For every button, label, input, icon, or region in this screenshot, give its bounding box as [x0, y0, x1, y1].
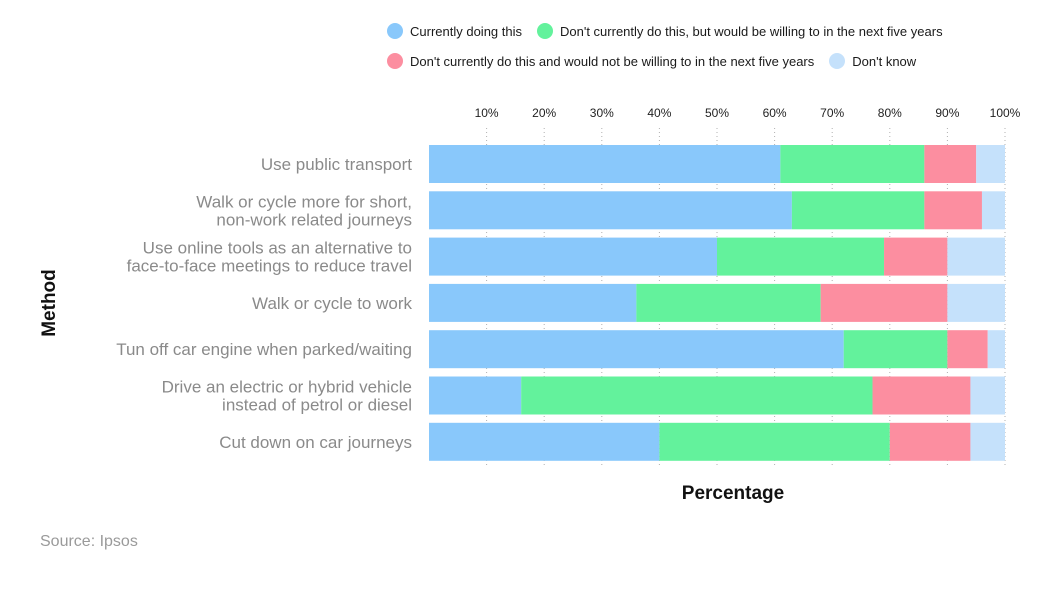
category-label: Walk or cycle to work	[252, 294, 412, 313]
category-label: Use public transport	[261, 155, 412, 174]
x-axis-title: Percentage	[682, 483, 784, 504]
bar-segment	[924, 145, 977, 183]
x-tick-label: 50%	[705, 106, 729, 120]
bar-segment	[987, 330, 1005, 369]
legend-swatch-willing	[537, 23, 553, 39]
x-tick-label: 100%	[990, 106, 1021, 120]
category-label: face-to-face meetings to reduce travel	[127, 257, 412, 276]
bar-segment	[659, 422, 890, 461]
bar-segment	[947, 330, 988, 369]
bar-segment	[636, 283, 821, 322]
legend-item-currently-doing: Currently doing this	[387, 23, 522, 39]
gridlines	[486, 128, 1006, 467]
category-label: Walk or cycle more for short,	[196, 192, 412, 211]
bars	[429, 145, 1005, 461]
bar-segment	[872, 376, 971, 415]
legend-item-willing: Don't currently do this, but would be wi…	[537, 23, 943, 39]
bar-segment	[884, 237, 948, 276]
legend-label-not-willing: Don't currently do this and would not be…	[410, 53, 815, 69]
bar-segment	[947, 283, 1005, 322]
bar-segment	[820, 283, 948, 322]
x-tick-label: 60%	[763, 106, 787, 120]
legend-item-dont-know: Don't know	[829, 53, 916, 69]
x-tick-labels: 10% 20% 30% 40% 50% 60% 70% 80% 90% 100%	[475, 106, 1021, 120]
bar-segment	[780, 145, 925, 183]
legend-label-dont-know: Don't know	[852, 53, 917, 69]
x-tick-label: 20%	[532, 106, 556, 120]
legend-label-currently-doing: Currently doing this	[410, 23, 522, 39]
x-tick-label: 40%	[647, 106, 671, 120]
y-axis-title: Method	[39, 269, 60, 337]
bar-segment	[924, 191, 982, 230]
legend-row-1: Currently doing this Don't currently do …	[387, 23, 958, 39]
legend-label-willing: Don't currently do this, but would be wi…	[560, 23, 943, 39]
bar-segment	[429, 191, 792, 230]
legend-swatch-dont-know	[829, 53, 846, 69]
category-label: Tun off car engine when parked/waiting	[116, 340, 412, 359]
legend-swatch-currently-doing	[387, 23, 403, 39]
x-tick-label: 30%	[590, 106, 614, 120]
bar-segment	[889, 422, 971, 461]
category-label: non-work related journeys	[216, 210, 412, 229]
legend-item-not-willing: Don't currently do this and would not be…	[387, 53, 814, 69]
bar-segment	[429, 376, 522, 415]
category-label: Cut down on car journeys	[219, 433, 412, 452]
bar-segment	[429, 145, 781, 183]
bar-segment	[976, 145, 1005, 183]
category-label: Use online tools as an alternative to	[143, 239, 412, 258]
x-tick-label: 10%	[475, 106, 499, 120]
category-label: instead of petrol or diesel	[222, 396, 412, 415]
bar-segment	[843, 330, 948, 369]
bar-segment	[429, 237, 717, 276]
bar-segment	[521, 376, 873, 415]
x-tick-label: 70%	[820, 106, 844, 120]
bar-segment	[429, 422, 660, 461]
bar-segment	[970, 376, 1005, 415]
bar-segment	[791, 191, 925, 230]
bar-segment	[429, 283, 637, 322]
legend-swatch-not-willing	[387, 53, 403, 69]
category-labels: Use public transport Walk or cycle more f…	[116, 155, 412, 452]
bar-segment	[429, 330, 844, 369]
bar-segment	[717, 237, 885, 276]
x-tick-label: 90%	[935, 106, 959, 120]
category-label: Drive an electric or hybrid vehicle	[162, 378, 412, 397]
source-note: Source: Ipsos	[40, 533, 138, 550]
bar-segment	[981, 191, 1005, 230]
legend-row-2: Don't currently do this and would not be…	[387, 53, 931, 69]
bar-segment	[970, 422, 1005, 461]
bar-segment	[947, 237, 1005, 276]
x-tick-label: 80%	[878, 106, 902, 120]
